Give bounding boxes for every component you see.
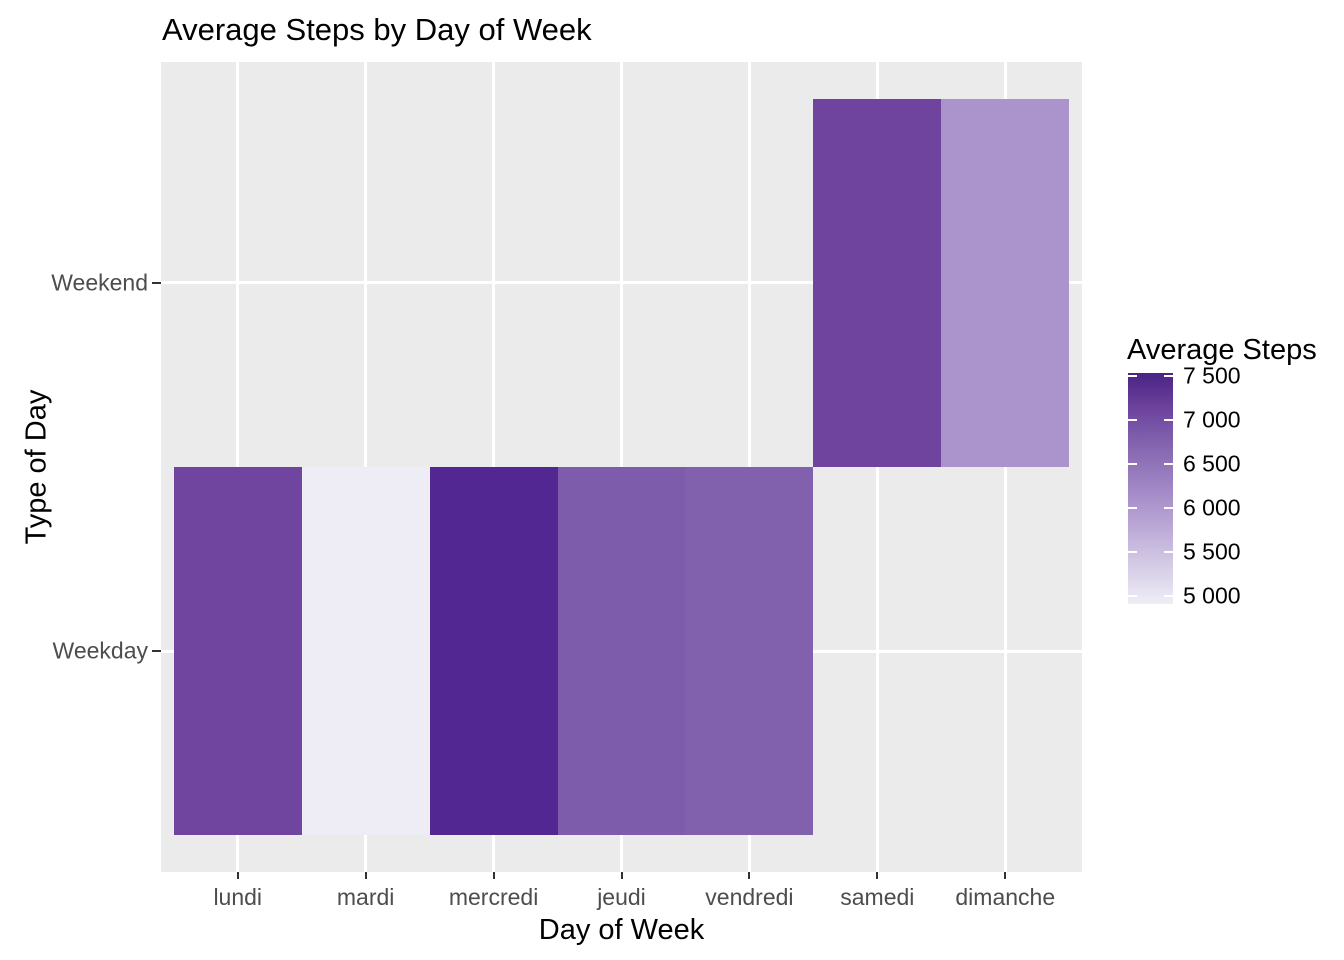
y-tick-weekend xyxy=(152,281,161,284)
legend-tick-left-6000 xyxy=(1128,507,1137,510)
x-tick-jeudi xyxy=(620,872,623,879)
legend-tick-right-7500 xyxy=(1164,375,1173,378)
legend-tick-right-5500 xyxy=(1164,551,1173,554)
tile-jeudi-weekday xyxy=(557,467,686,836)
tile-vendredi-weekday xyxy=(685,467,814,836)
legend-label-5000: 5 000 xyxy=(1183,582,1241,609)
tile-samedi-weekend xyxy=(813,98,942,467)
chart-title: Average Steps by Day of Week xyxy=(162,12,592,47)
legend-label-6500: 6 500 xyxy=(1183,450,1241,477)
gridline-x-dimanche xyxy=(1003,62,1007,872)
legend-tick-right-6500 xyxy=(1164,463,1173,466)
legend-label-7000: 7 000 xyxy=(1183,406,1241,433)
y-tick-label-weekday: Weekday xyxy=(52,637,148,664)
x-tick-dimanche xyxy=(1004,872,1007,879)
x-tick-label-dimanche: dimanche xyxy=(955,884,1056,910)
tile-mardi-weekday xyxy=(301,467,430,836)
x-tick-label-lundi: lundi xyxy=(213,884,263,910)
plot-panel xyxy=(161,62,1082,872)
tile-dimanche-weekend xyxy=(941,98,1070,467)
legend-tick-right-6000 xyxy=(1164,507,1173,510)
x-tick-mercredi xyxy=(492,872,495,879)
legend-tick-right-7000 xyxy=(1164,419,1173,422)
x-tick-label-mardi: mardi xyxy=(336,884,395,910)
x-axis-title: Day of Week xyxy=(538,914,705,946)
y-tick-weekday xyxy=(152,650,161,653)
legend-colorbar xyxy=(1128,373,1173,604)
legend-tick-left-7500 xyxy=(1128,375,1137,378)
gridline-x-samedi xyxy=(875,62,879,872)
legend-label-5500: 5 500 xyxy=(1183,538,1241,565)
x-tick-vendredi xyxy=(748,872,751,879)
x-tick-label-jeudi: jeudi xyxy=(597,884,646,910)
tile-lundi-weekday xyxy=(173,467,302,836)
y-tick-label-weekend: Weekend xyxy=(51,269,148,296)
legend-label-7500: 7 500 xyxy=(1183,362,1241,389)
gridline-y-weekend xyxy=(161,281,1082,285)
legend-tick-left-5000 xyxy=(1128,595,1137,598)
x-tick-label-mercredi: mercredi xyxy=(448,884,539,910)
x-tick-label-vendredi: vendredi xyxy=(705,884,794,910)
legend-tick-left-6500 xyxy=(1128,463,1137,466)
legend-tick-left-7000 xyxy=(1128,419,1137,422)
legend-label-6000: 6 000 xyxy=(1183,494,1241,521)
x-tick-samedi xyxy=(876,872,879,879)
x-tick-label-samedi: samedi xyxy=(840,884,915,910)
legend-tick-left-5500 xyxy=(1128,551,1137,554)
y-axis-title: Type of Day xyxy=(20,389,53,545)
x-tick-mardi xyxy=(364,872,367,879)
legend-tick-right-5000 xyxy=(1164,595,1173,598)
x-tick-lundi xyxy=(236,872,239,879)
legend-title: Average Steps xyxy=(1127,334,1317,366)
tile-mercredi-weekday xyxy=(429,467,558,836)
